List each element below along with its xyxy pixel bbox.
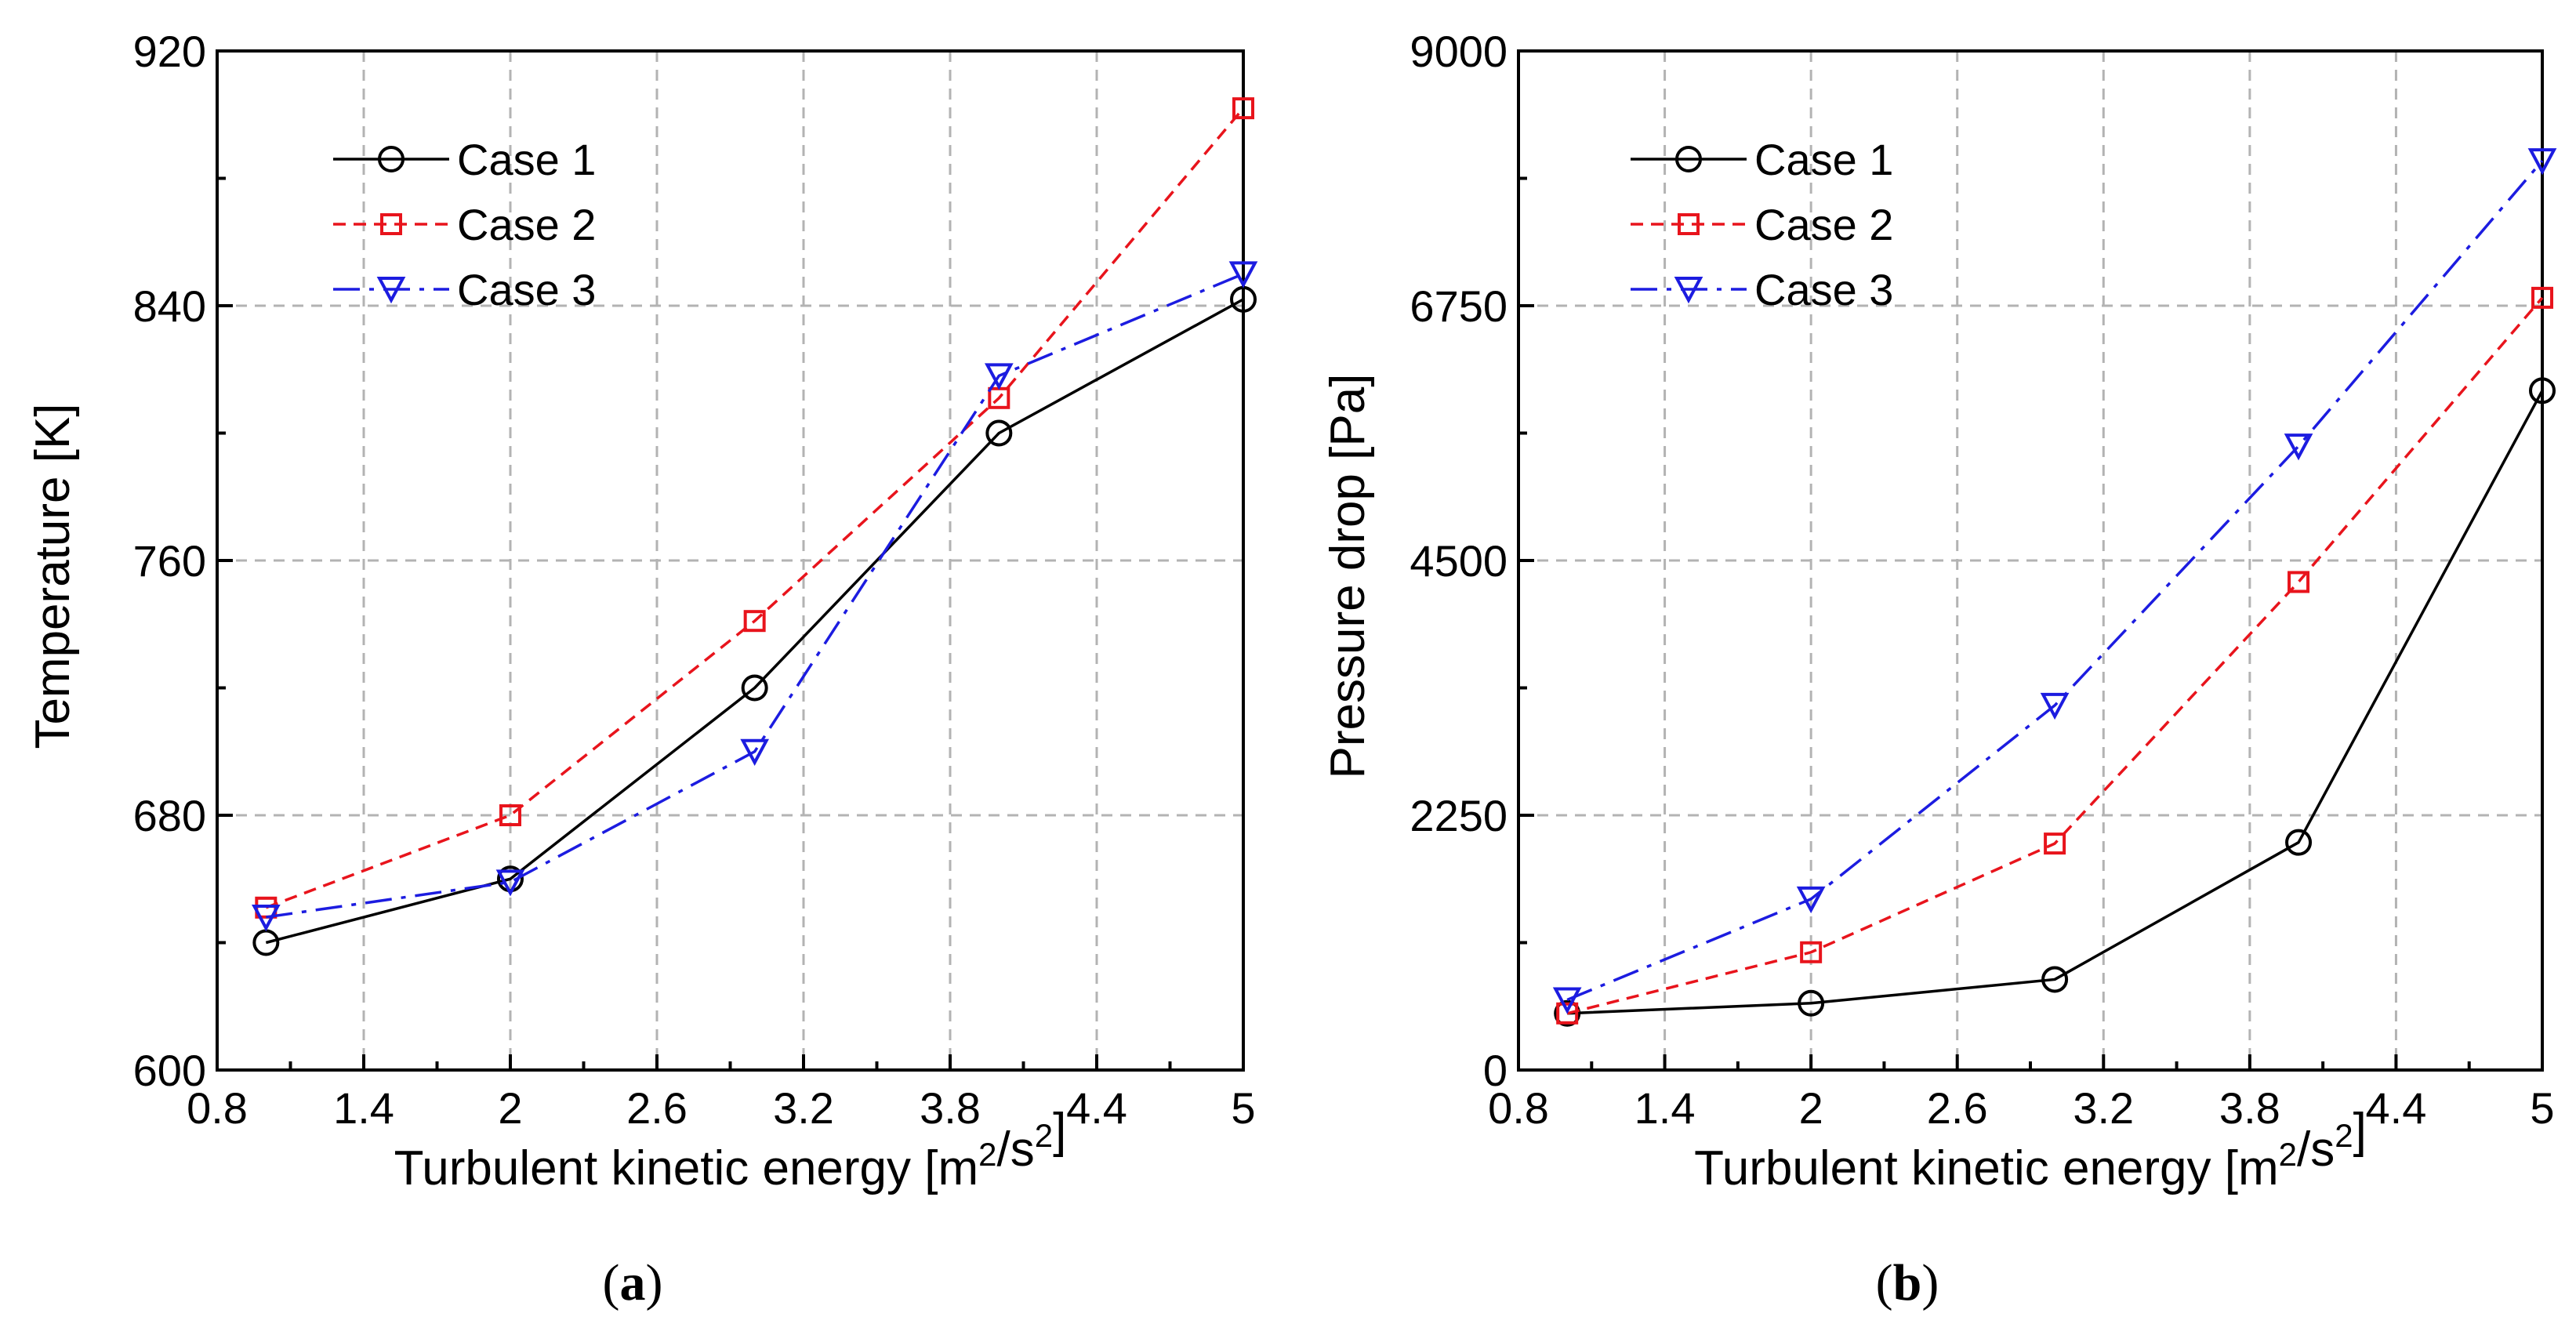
- data-point: [2529, 377, 2556, 404]
- legend-marker: [1674, 277, 1703, 304]
- x-tick-label: 2.6: [626, 1083, 688, 1133]
- x-axis: 0.8 1.4 2 2.6 3.2 3.8 4.4 5: [1488, 1054, 2555, 1133]
- grid: [217, 51, 1243, 1070]
- legend-marker: [1678, 213, 1700, 235]
- data-point: [495, 869, 525, 897]
- x-tick-label: 4.4: [2365, 1083, 2426, 1133]
- data-point: [984, 363, 1014, 390]
- y-tick-label: 600: [133, 1046, 206, 1095]
- x-tick-label: 4.4: [1066, 1083, 1127, 1133]
- x-axis: 0.8 1.4 2 2.6 3.2 3.8 4.4 5: [187, 1054, 1256, 1133]
- x-tick-label: 3.2: [773, 1083, 834, 1133]
- data-point: [1798, 989, 1825, 1017]
- series-case-2: [1556, 286, 2553, 1025]
- y-tick-label: 0: [1483, 1046, 1508, 1095]
- data-point: [1554, 999, 1581, 1027]
- data-point: [1228, 261, 1258, 288]
- legend-label: Case 1: [1754, 135, 1893, 184]
- y-tick-label: 4500: [1410, 536, 1508, 586]
- x-axis-title: Turbulent kinetic energy [m2/s2]: [1694, 1104, 2367, 1195]
- series-line: [1566, 296, 2544, 1015]
- data-point: [985, 419, 1013, 447]
- data-point: [1796, 886, 1826, 914]
- series-case-3: [251, 261, 1258, 932]
- data-point: [1800, 941, 1823, 963]
- data-point: [499, 804, 521, 826]
- x-tick-label: 2: [498, 1083, 522, 1133]
- y-axis: 0 2250 4500 6750 9000: [1410, 27, 1534, 1095]
- data-point: [741, 674, 768, 702]
- series-line: [266, 272, 1244, 919]
- legend-marker: [378, 146, 405, 172]
- y-tick-label: 680: [133, 791, 206, 840]
- panel-label: (a): [603, 1254, 663, 1311]
- data-point: [2284, 433, 2313, 461]
- y-tick-label: 760: [133, 536, 206, 586]
- y-axis-title: Pressure drop [Pa]: [1321, 374, 1375, 779]
- y-tick-label: 6750: [1410, 281, 1508, 331]
- data-point: [2531, 286, 2553, 309]
- x-tick-label: 5: [2530, 1083, 2554, 1133]
- legend-label: Case 3: [1754, 265, 1893, 314]
- data-point: [251, 905, 281, 932]
- legend-label: Case 3: [457, 265, 596, 314]
- y-tick-label: 920: [133, 27, 206, 76]
- data-point: [1552, 987, 1582, 1014]
- series-line: [1567, 390, 2544, 1015]
- x-tick-label: 1.4: [333, 1083, 394, 1133]
- data-point: [1232, 97, 1254, 120]
- grid: [1518, 51, 2542, 1070]
- series-line: [265, 107, 1245, 909]
- x-tick-label: 3.2: [2073, 1083, 2134, 1133]
- data-point: [1556, 1002, 1579, 1025]
- series-case-1: [252, 285, 1257, 956]
- x-tick-label: 0.8: [187, 1083, 248, 1133]
- series-case-3: [1552, 148, 2557, 1014]
- legend-marker: [1675, 146, 1702, 172]
- data-point: [2527, 148, 2557, 176]
- y-axis-title: Temperature [K]: [26, 403, 80, 749]
- data-point: [2041, 966, 2069, 993]
- x-tick-label: 2: [1799, 1083, 1823, 1133]
- x-tick-label: 2.6: [1927, 1083, 1988, 1133]
- x-tick-label: 0.8: [1488, 1083, 1549, 1133]
- series-case-1: [1554, 377, 2556, 1027]
- y-tick-label: 840: [133, 281, 206, 331]
- x-tick-label: 3.8: [920, 1083, 981, 1133]
- legend-label: Case 1: [457, 135, 596, 184]
- legend-label: Case 2: [1754, 200, 1893, 249]
- panel-label: (b): [1876, 1254, 1939, 1311]
- data-point: [2288, 571, 2310, 593]
- series-line: [265, 298, 1244, 945]
- x-tick-label: 5: [1231, 1083, 1255, 1133]
- y-tick-label: 2250: [1410, 791, 1508, 840]
- series-case-2: [255, 97, 1254, 919]
- x-tick-label: 3.8: [2219, 1083, 2280, 1133]
- legend-label: Case 2: [457, 200, 596, 249]
- legend-marker: [380, 213, 402, 235]
- legend-marker: [376, 277, 406, 304]
- chart-panel-a: 0.8 1.4 2 2.6 3.2 3.8 4.4 5 600 680 760 840 920 Turbu…: [26, 27, 1258, 1311]
- chart-panel-b: 0.8 1.4 2 2.6 3.2 3.8 4.4 5 0 2250 4500 6750 9000 Tur…: [1321, 27, 2557, 1311]
- data-point: [2285, 829, 2313, 856]
- data-point: [2044, 832, 2066, 855]
- legend: Case 1 Case 2 Case 3: [333, 135, 596, 314]
- x-tick-label: 1.4: [1634, 1083, 1696, 1133]
- x-axis-title: Turbulent kinetic energy [m2/s2]: [394, 1104, 1067, 1195]
- data-point: [743, 610, 766, 633]
- y-tick-label: 9000: [1410, 27, 1508, 76]
- data-point: [2040, 692, 2070, 720]
- legend: Case 1 Case 2 Case 3: [1631, 135, 1893, 314]
- y-axis: 600 680 760 840 920: [133, 27, 233, 1095]
- series-line: [1566, 159, 2544, 1002]
- data-point: [740, 738, 770, 766]
